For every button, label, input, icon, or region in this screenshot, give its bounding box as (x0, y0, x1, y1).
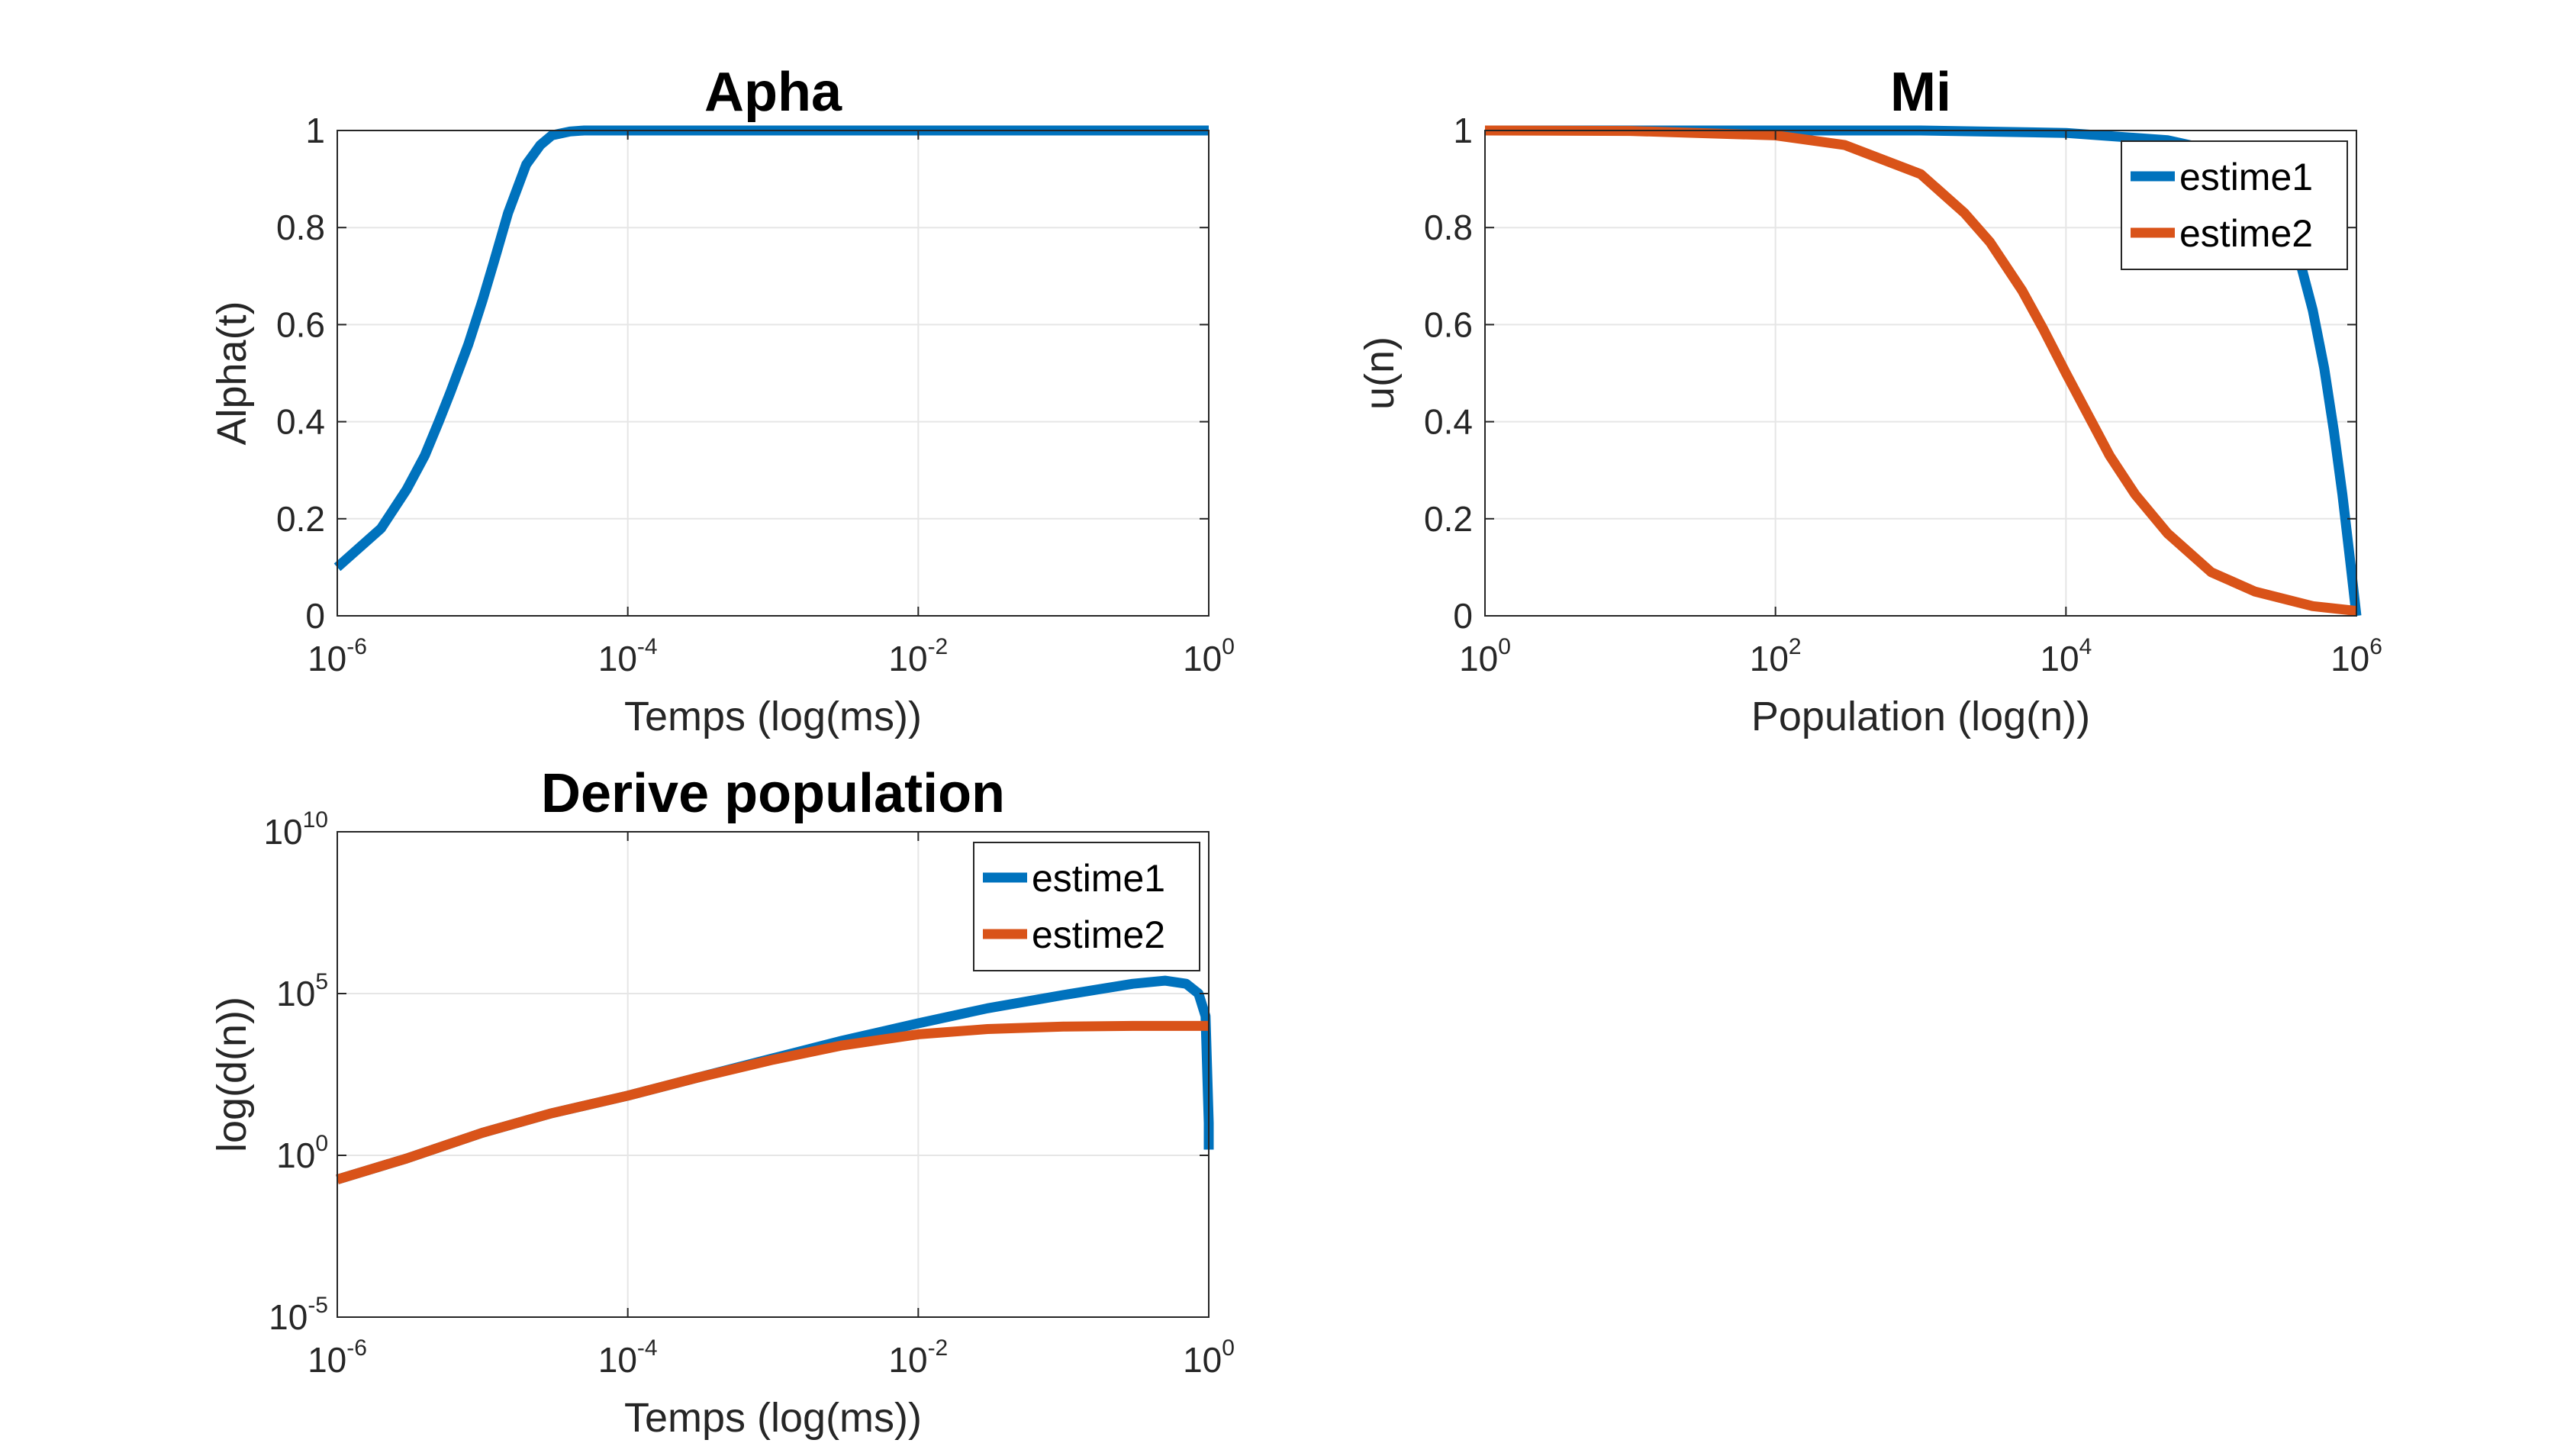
x-tick-base: 10 (888, 639, 927, 678)
series-line-estime2 (336, 1020, 1209, 1184)
x-tick-label: 104 (2040, 634, 2092, 678)
y-tick-label: 0.2 (276, 499, 325, 539)
y-tick-exponent: -5 (308, 1293, 328, 1318)
x-tick-exponent: 6 (2369, 634, 2382, 659)
x-axis-label: Population (log(n)) (1751, 694, 2090, 739)
axes-frame (337, 130, 1210, 617)
y-tick-label: 0.6 (276, 304, 325, 344)
y-tick-label: 1010 (263, 807, 328, 852)
legend-entry: estime2 (2179, 212, 2313, 255)
x-tick-base: 10 (308, 639, 346, 678)
legend-box (973, 842, 1200, 971)
legend: estime1 estime2 (973, 842, 1200, 971)
chart-title: Mi (1890, 62, 1951, 123)
axes-frame (337, 831, 1210, 1318)
y-tick-exponent: 0 (315, 1131, 328, 1156)
x-tick-label: 100 (1459, 634, 1511, 678)
x-axis-label: Temps (log(ms)) (624, 1395, 922, 1441)
x-tick-exponent: 4 (2079, 634, 2092, 659)
x-tick-label: 10-2 (888, 1335, 948, 1380)
y-tick-label: 1 (305, 111, 325, 150)
chart-title: Derive population (541, 763, 1005, 824)
x-tick-exponent: 2 (1789, 634, 1802, 659)
x-tick-label: 10-4 (598, 1335, 658, 1380)
y-tick-label: 100 (276, 1131, 328, 1175)
y-tick-exponent: 10 (303, 807, 328, 833)
y-axis-label: log(d(n)) (209, 997, 255, 1152)
x-tick-label: 10-2 (888, 634, 948, 678)
axes-frame (1484, 130, 2357, 617)
y-tick-label: 105 (276, 969, 328, 1013)
legend-entry: estime1 (2179, 156, 2313, 198)
x-tick-base: 10 (308, 1340, 346, 1380)
x-tick-exponent: -6 (346, 1335, 367, 1361)
y-tick-label: 0 (305, 596, 325, 636)
x-tick-base: 10 (1183, 1340, 1222, 1380)
y-tick-label: 0.4 (276, 402, 325, 442)
x-tick-exponent: 0 (1222, 634, 1235, 659)
x-tick-label: 100 (1183, 1335, 1235, 1380)
y-tick-label: 0.2 (1424, 499, 1473, 539)
x-tick-exponent: -2 (928, 634, 949, 659)
y-tick-label: 0.6 (1424, 304, 1473, 344)
x-tick-base: 10 (1750, 639, 1789, 678)
x-tick-exponent: 0 (1222, 1335, 1235, 1361)
x-tick-label: 100 (1183, 634, 1235, 678)
x-tick-exponent: 0 (1498, 634, 1511, 659)
x-tick-base: 10 (2330, 639, 2369, 678)
x-tick-exponent: -2 (928, 1335, 949, 1361)
x-axis-label: Temps (log(ms)) (624, 694, 922, 739)
x-tick-base: 10 (598, 639, 637, 678)
y-axis-label: Alpha(t) (209, 301, 255, 445)
chart-title: Apha (704, 62, 842, 123)
y-tick-base: 10 (276, 1135, 315, 1175)
x-tick-exponent: -6 (346, 634, 367, 659)
x-tick-label: 10-6 (308, 1335, 367, 1380)
x-tick-label: 102 (1750, 634, 1802, 678)
legend-entry: estime2 (1032, 913, 1165, 956)
legend-entry: estime1 (1032, 857, 1165, 900)
y-tick-base: 10 (276, 974, 315, 1013)
y-tick-label: 0.4 (1424, 402, 1473, 442)
legend-box (2121, 140, 2348, 270)
x-tick-label: 106 (2330, 634, 2382, 678)
y-tick-exponent: 5 (315, 969, 328, 994)
x-tick-base: 10 (1459, 639, 1498, 678)
x-tick-label: 10-6 (308, 634, 367, 678)
y-axis-label: u(n) (1357, 337, 1403, 410)
y-tick-base: 10 (269, 1297, 308, 1337)
series-layer (336, 975, 1214, 1184)
x-tick-label: 10-4 (598, 634, 658, 678)
y-tick-label: 0.8 (276, 208, 325, 247)
legend: estime1 estime2 (2121, 140, 2348, 270)
y-tick-label: 10-5 (269, 1293, 328, 1337)
x-tick-base: 10 (1183, 639, 1222, 678)
y-tick-label: 1 (1453, 111, 1473, 150)
x-tick-exponent: -4 (637, 634, 658, 659)
x-tick-base: 10 (2040, 639, 2079, 678)
x-tick-base: 10 (598, 1340, 637, 1380)
y-tick-base: 10 (263, 812, 302, 852)
y-tick-label: 0.8 (1424, 208, 1473, 247)
x-tick-exponent: -4 (637, 1335, 658, 1361)
y-tick-label: 0 (1453, 596, 1473, 636)
series-line-estime2 (1484, 125, 2357, 617)
x-tick-base: 10 (888, 1340, 927, 1380)
